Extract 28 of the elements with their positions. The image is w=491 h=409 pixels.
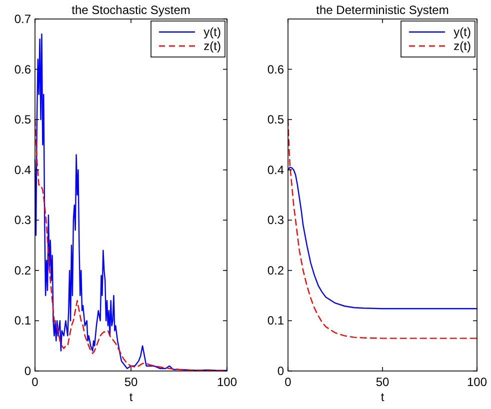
x-axis-title: t <box>380 390 385 404</box>
chart-title: the Deterministic System <box>316 3 449 17</box>
y-tick-label: 0 <box>24 364 32 378</box>
legend-label: y(t) <box>454 25 471 39</box>
legend-label: z(t) <box>454 39 471 53</box>
y-tick-label: 0.2 <box>267 263 284 278</box>
y-tick-label: 0.6 <box>267 62 284 76</box>
y-tick-label: 0 <box>277 364 284 378</box>
legend-label: z(t) <box>204 39 221 53</box>
y-tick-label: 0.3 <box>267 213 284 228</box>
y-tick-label: 0.4 <box>267 162 284 177</box>
y-tick-label: 0.4 <box>14 162 32 177</box>
y-tick-label: 0.2 <box>14 263 32 278</box>
x-axis-title: t <box>129 390 134 404</box>
legend-label: y(t) <box>204 25 221 39</box>
x-tick-label: 50 <box>124 375 138 389</box>
y-tick-label: 0.3 <box>14 213 32 228</box>
x-tick-label: 100 <box>466 375 488 389</box>
x-tick-label: 50 <box>376 375 390 389</box>
y-tick-label: 0.1 <box>267 314 284 328</box>
x-tick-label: 100 <box>216 375 238 389</box>
y-tick-label: 0.7 <box>14 12 32 26</box>
y-tick-label: 0.6 <box>14 62 32 76</box>
y-tick-label: 0.5 <box>14 112 32 127</box>
chart-title: the Stochastic System <box>72 3 190 17</box>
y-tick-label: 0.5 <box>267 112 284 127</box>
line-series <box>287 166 478 310</box>
y-tick-label: 0.1 <box>14 314 32 328</box>
